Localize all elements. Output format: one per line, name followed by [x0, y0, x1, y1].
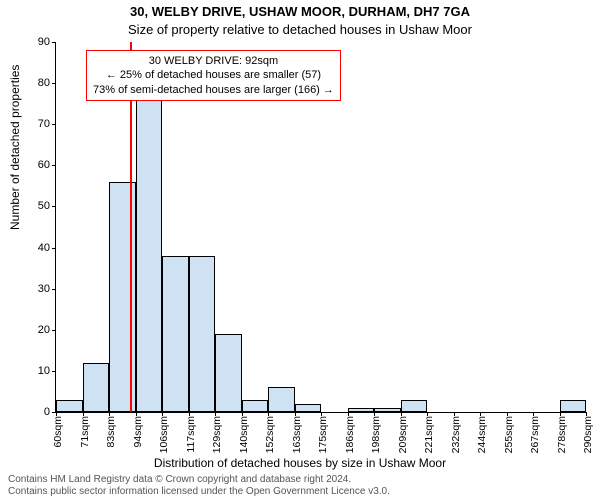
x-tick-label: 129sqm	[211, 412, 223, 453]
footer-line1: Contains HM Land Registry data © Crown c…	[8, 474, 351, 485]
histogram-bar	[268, 387, 295, 412]
histogram-bar	[215, 334, 242, 412]
x-tick-label: 198sqm	[370, 412, 382, 453]
histogram-bar	[162, 256, 189, 412]
y-tick: 40	[38, 242, 56, 254]
footer-line2: Contains public sector information licen…	[8, 486, 390, 497]
footer-attribution: Contains HM Land Registry data © Crown c…	[8, 474, 390, 498]
y-tick: 50	[38, 200, 56, 212]
annotation-line3: 73% of semi-detached houses are larger (…	[93, 84, 334, 96]
plot-area: 010203040506070809060sqm71sqm83sqm94sqm1…	[55, 42, 586, 413]
x-tick-label: 152sqm	[264, 412, 276, 453]
x-tick-label: 83sqm	[105, 412, 117, 448]
x-tick-label: 60sqm	[52, 412, 64, 448]
y-tick: 60	[38, 159, 56, 171]
x-tick-label: 221sqm	[423, 412, 435, 453]
histogram-bar	[56, 400, 83, 412]
annotation-line2: ← 25% of detached houses are smaller (57…	[106, 69, 321, 81]
histogram-bar	[401, 400, 428, 412]
y-tick: 90	[38, 36, 56, 48]
x-tick-label: 244sqm	[476, 412, 488, 453]
x-axis-label: Distribution of detached houses by size …	[0, 456, 600, 470]
x-tick-label: 267sqm	[529, 412, 541, 453]
x-tick-label: 94sqm	[132, 412, 144, 448]
annotation-line1: 30 WELBY DRIVE: 92sqm	[149, 55, 278, 67]
x-tick-label: 163sqm	[291, 412, 303, 453]
y-tick: 20	[38, 324, 56, 336]
annotation-box: 30 WELBY DRIVE: 92sqm ← 25% of detached h…	[86, 50, 341, 101]
histogram-bar	[242, 400, 269, 412]
y-tick: 70	[38, 118, 56, 130]
x-tick-label: 186sqm	[344, 412, 356, 453]
y-axis-label: Number of detached properties	[8, 65, 22, 230]
y-tick: 30	[38, 283, 56, 295]
x-tick-label: 278sqm	[556, 412, 568, 453]
x-tick-label: 117sqm	[185, 412, 197, 453]
y-tick: 80	[38, 77, 56, 89]
x-tick-label: 232sqm	[450, 412, 462, 453]
chart-title-sub: Size of property relative to detached ho…	[0, 22, 600, 37]
x-tick-label: 175sqm	[317, 412, 329, 453]
histogram-bar	[83, 363, 110, 412]
x-tick-label: 290sqm	[582, 412, 594, 453]
histogram-bar	[374, 408, 401, 412]
histogram-bar	[348, 408, 375, 412]
y-tick: 10	[38, 365, 56, 377]
x-tick-label: 209sqm	[397, 412, 409, 453]
x-tick-label: 255sqm	[503, 412, 515, 453]
x-tick-label: 140sqm	[238, 412, 250, 453]
histogram-bar	[189, 256, 216, 412]
histogram-bar	[295, 404, 322, 412]
chart-container: 30, WELBY DRIVE, USHAW MOOR, DURHAM, DH7…	[0, 0, 600, 500]
x-tick-label: 106sqm	[158, 412, 170, 453]
x-tick-label: 71sqm	[79, 412, 91, 448]
chart-title-main: 30, WELBY DRIVE, USHAW MOOR, DURHAM, DH7…	[0, 4, 600, 19]
histogram-bar	[136, 100, 163, 412]
histogram-bar	[560, 400, 587, 412]
